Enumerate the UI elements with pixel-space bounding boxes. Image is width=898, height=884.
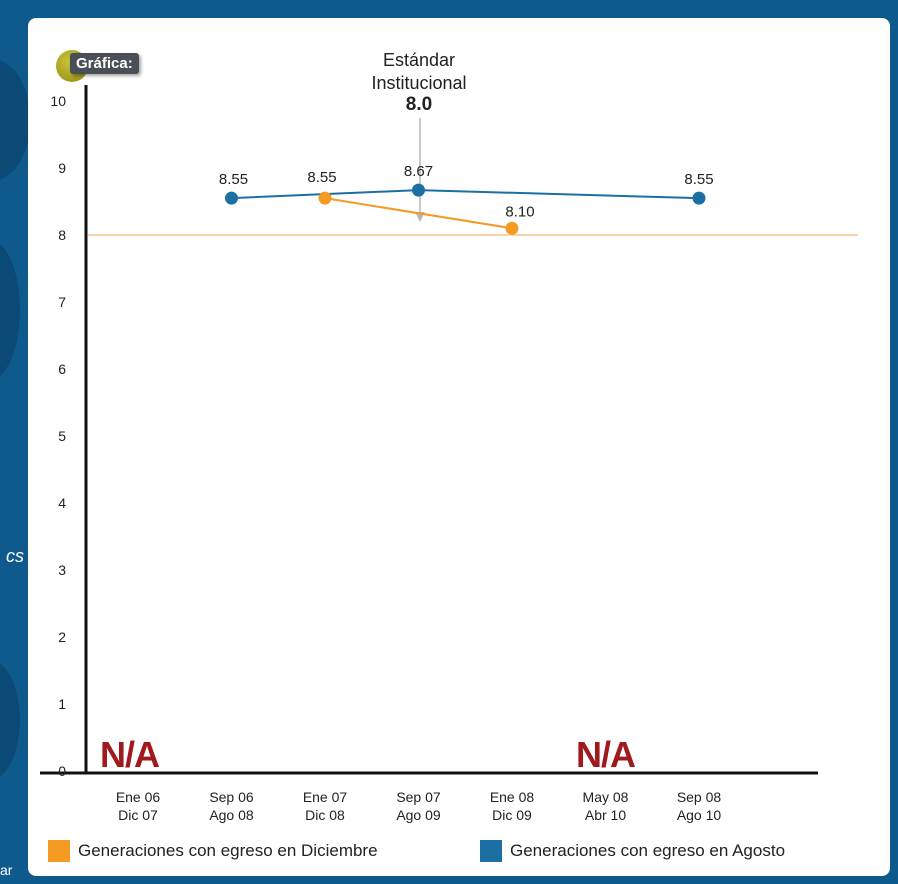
y-tick-label: 4 bbox=[58, 495, 66, 511]
y-tick-label: 7 bbox=[58, 294, 66, 310]
series-line bbox=[231, 189, 700, 200]
data-label: 8.55 bbox=[684, 171, 713, 188]
badge-label: Gráfica: bbox=[70, 53, 139, 74]
background-shape bbox=[0, 660, 20, 780]
data-point bbox=[412, 183, 425, 197]
x-tick-label: Ene 08 bbox=[490, 789, 535, 805]
x-tick-label: Sep 07 bbox=[396, 789, 441, 805]
x-tick-labels: Ene 06 Dic 07 Sep 06 Ago 08 Ene 07 Dic 08 Sep … bbox=[116, 789, 722, 823]
legend-swatch-diciembre bbox=[48, 840, 70, 862]
x-tick-label: Abr 10 bbox=[585, 807, 626, 823]
x-tick-label: Ene 06 bbox=[116, 789, 161, 805]
y-tick-label: 0 bbox=[58, 763, 66, 779]
y-tick-label: 5 bbox=[58, 428, 66, 444]
na-label-right: N/A bbox=[576, 734, 636, 775]
data-point bbox=[505, 221, 519, 235]
data-label: 8.55 bbox=[307, 169, 336, 186]
y-tick-label: 1 bbox=[58, 696, 66, 712]
y-tick-label: 2 bbox=[58, 629, 66, 645]
x-tick-label: Sep 06 bbox=[209, 789, 254, 805]
y-tick-label: 8 bbox=[58, 227, 66, 243]
series-line bbox=[324, 197, 513, 230]
side-partial-text-bottom: ar bbox=[0, 862, 13, 878]
x-tick-label: Ene 07 bbox=[303, 789, 348, 805]
legend-item-agosto: Generaciones con egreso en Agosto bbox=[480, 840, 785, 862]
y-tick-label: 10 bbox=[50, 93, 66, 109]
x-tick-label: Dic 07 bbox=[118, 807, 158, 823]
legend-item-diciembre: Generaciones con egreso en Diciembre bbox=[48, 840, 378, 862]
annotation-title-line2: Institucional bbox=[371, 73, 466, 93]
series-layer: 8.55 8.67 8.55 8.55 8.10 bbox=[219, 163, 714, 235]
legend-swatch-agosto bbox=[480, 840, 502, 862]
legend-label-agosto: Generaciones con egreso en Agosto bbox=[510, 841, 786, 860]
side-partial-text: cs bbox=[6, 546, 24, 566]
na-label-left: N/A bbox=[100, 734, 160, 775]
data-point bbox=[318, 191, 332, 205]
data-label: 8.67 bbox=[404, 163, 433, 180]
y-tick-label: 9 bbox=[58, 160, 66, 176]
x-tick-label: Ago 10 bbox=[677, 807, 722, 823]
x-tick-label: Ago 09 bbox=[396, 807, 441, 823]
legend-label-diciembre: Generaciones con egreso en Diciembre bbox=[78, 841, 378, 860]
y-tick-label: 6 bbox=[58, 361, 66, 377]
x-tick-label: Ago 08 bbox=[209, 807, 254, 823]
x-tick-label: Sep 08 bbox=[677, 789, 722, 805]
x-tick-label: Dic 08 bbox=[305, 807, 345, 823]
x-tick-label: Dic 09 bbox=[492, 807, 532, 823]
x-tick-label: May 08 bbox=[583, 789, 629, 805]
data-label: 8.10 bbox=[505, 203, 534, 220]
data-label: 8.55 bbox=[219, 171, 248, 188]
annotation-value: 8.0 bbox=[406, 94, 432, 115]
background-shape bbox=[0, 240, 20, 380]
annotation-title-line1: Estándar bbox=[383, 50, 455, 70]
chart-panel bbox=[28, 18, 890, 876]
data-point bbox=[692, 191, 706, 205]
y-tick-label: 3 bbox=[58, 562, 66, 578]
y-tick-labels: 0 1 2 3 4 5 6 7 8 9 10 bbox=[50, 93, 66, 779]
data-point bbox=[225, 191, 238, 205]
